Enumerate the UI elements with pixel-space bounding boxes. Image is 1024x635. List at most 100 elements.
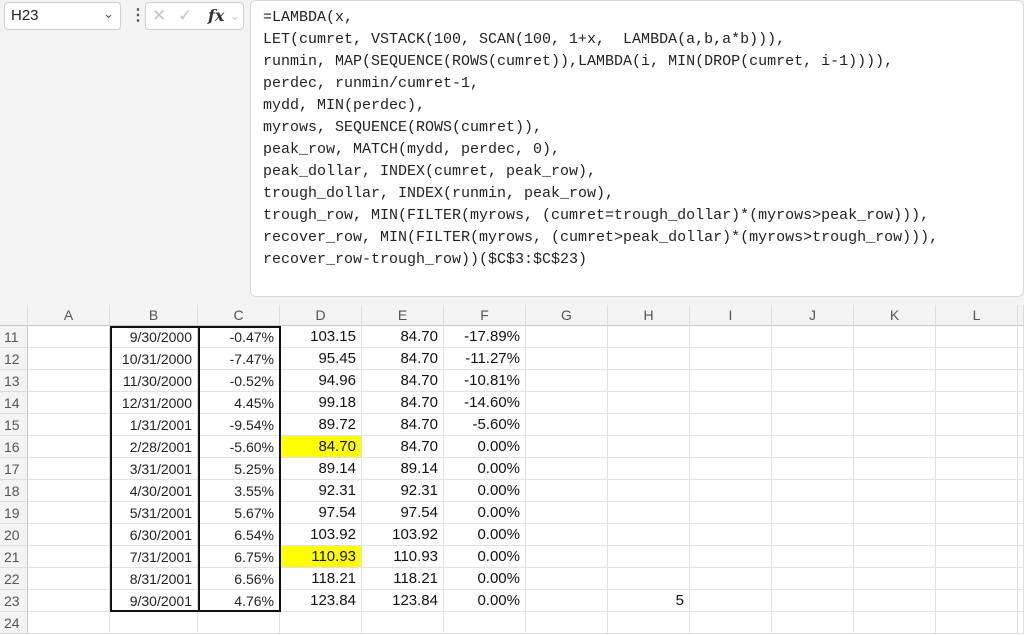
cell-A15[interactable]: [28, 414, 110, 436]
name-box[interactable]: H23 ⌄: [4, 2, 121, 30]
column-header-E[interactable]: E: [362, 305, 444, 326]
cell-I19[interactable]: [690, 502, 772, 524]
column-header-partial[interactable]: [1018, 305, 1024, 326]
row-header-20[interactable]: 20: [0, 524, 28, 546]
cell-I14[interactable]: [690, 392, 772, 414]
cell-A19[interactable]: [28, 502, 110, 524]
function-icon[interactable]: fx: [208, 6, 225, 25]
cell-A11[interactable]: [28, 326, 110, 348]
cell-H16[interactable]: [608, 436, 690, 458]
cell-H15[interactable]: [608, 414, 690, 436]
cell-F18[interactable]: 0.00%: [444, 480, 526, 502]
cell-D23[interactable]: 123.84: [280, 590, 362, 612]
cell-J18[interactable]: [772, 480, 854, 502]
cell-C20[interactable]: 6.54%: [198, 524, 280, 546]
cell-G15[interactable]: [526, 414, 608, 436]
cell-E18[interactable]: 92.31: [362, 480, 444, 502]
cell-A17[interactable]: [28, 458, 110, 480]
cell-C13[interactable]: -0.52%: [198, 370, 280, 392]
cell-E23[interactable]: 123.84: [362, 590, 444, 612]
cell-I24[interactable]: [690, 612, 772, 634]
cell-G12[interactable]: [526, 348, 608, 370]
cell-partial[interactable]: [1018, 502, 1024, 524]
column-header-G[interactable]: G: [526, 305, 608, 326]
cell-partial[interactable]: [1018, 568, 1024, 590]
cell-C21[interactable]: 6.75%: [198, 546, 280, 568]
cell-H12[interactable]: [608, 348, 690, 370]
cell-C12[interactable]: -7.47%: [198, 348, 280, 370]
chevron-down-icon[interactable]: ⌄: [230, 9, 241, 23]
cell-F14[interactable]: -14.60%: [444, 392, 526, 414]
cell-L15[interactable]: [936, 414, 1018, 436]
cell-I13[interactable]: [690, 370, 772, 392]
cell-H20[interactable]: [608, 524, 690, 546]
cell-E22[interactable]: 118.21: [362, 568, 444, 590]
cell-partial[interactable]: [1018, 348, 1024, 370]
column-header-J[interactable]: J: [772, 305, 854, 326]
cell-B11[interactable]: 9/30/2000: [110, 326, 198, 348]
cell-L21[interactable]: [936, 546, 1018, 568]
cell-K11[interactable]: [854, 326, 936, 348]
cell-J12[interactable]: [772, 348, 854, 370]
cell-J15[interactable]: [772, 414, 854, 436]
cell-J16[interactable]: [772, 436, 854, 458]
cell-F12[interactable]: -11.27%: [444, 348, 526, 370]
vertical-dots-icon[interactable]: ⋮: [130, 7, 146, 24]
cell-G19[interactable]: [526, 502, 608, 524]
cell-I20[interactable]: [690, 524, 772, 546]
cell-C19[interactable]: 5.67%: [198, 502, 280, 524]
cell-C22[interactable]: 6.56%: [198, 568, 280, 590]
cell-I16[interactable]: [690, 436, 772, 458]
cell-C16[interactable]: -5.60%: [198, 436, 280, 458]
cell-A22[interactable]: [28, 568, 110, 590]
cell-D16[interactable]: 84.70: [280, 436, 362, 458]
cell-A16[interactable]: [28, 436, 110, 458]
cell-B23[interactable]: 9/30/2001: [110, 590, 198, 612]
row-header-12[interactable]: 12: [0, 348, 28, 370]
cell-B14[interactable]: 12/31/2000: [110, 392, 198, 414]
cell-G23[interactable]: [526, 590, 608, 612]
cell-F24[interactable]: [444, 612, 526, 634]
cell-K18[interactable]: [854, 480, 936, 502]
cell-K17[interactable]: [854, 458, 936, 480]
cell-E19[interactable]: 97.54: [362, 502, 444, 524]
cell-partial[interactable]: [1018, 370, 1024, 392]
cell-partial[interactable]: [1018, 612, 1024, 634]
cell-G22[interactable]: [526, 568, 608, 590]
cell-H21[interactable]: [608, 546, 690, 568]
cell-H19[interactable]: [608, 502, 690, 524]
cell-A18[interactable]: [28, 480, 110, 502]
cell-L19[interactable]: [936, 502, 1018, 524]
cell-H24[interactable]: [608, 612, 690, 634]
cell-J20[interactable]: [772, 524, 854, 546]
cell-K24[interactable]: [854, 612, 936, 634]
cell-partial[interactable]: [1018, 590, 1024, 612]
cell-F16[interactable]: 0.00%: [444, 436, 526, 458]
column-header-K[interactable]: K: [854, 305, 936, 326]
cell-F22[interactable]: 0.00%: [444, 568, 526, 590]
cell-D21[interactable]: 110.93: [280, 546, 362, 568]
cell-G13[interactable]: [526, 370, 608, 392]
cell-D11[interactable]: 103.15: [280, 326, 362, 348]
cell-G11[interactable]: [526, 326, 608, 348]
cell-F13[interactable]: -10.81%: [444, 370, 526, 392]
cell-B18[interactable]: 4/30/2001: [110, 480, 198, 502]
cell-D19[interactable]: 97.54: [280, 502, 362, 524]
cell-L13[interactable]: [936, 370, 1018, 392]
row-header-16[interactable]: 16: [0, 436, 28, 458]
cell-J17[interactable]: [772, 458, 854, 480]
cell-L20[interactable]: [936, 524, 1018, 546]
cell-I17[interactable]: [690, 458, 772, 480]
cell-E13[interactable]: 84.70: [362, 370, 444, 392]
cell-F15[interactable]: -5.60%: [444, 414, 526, 436]
cell-E12[interactable]: 84.70: [362, 348, 444, 370]
cell-E24[interactable]: [362, 612, 444, 634]
cell-K12[interactable]: [854, 348, 936, 370]
cell-I21[interactable]: [690, 546, 772, 568]
cell-B17[interactable]: 3/31/2001: [110, 458, 198, 480]
cell-A24[interactable]: [28, 612, 110, 634]
cell-C14[interactable]: 4.45%: [198, 392, 280, 414]
cell-K22[interactable]: [854, 568, 936, 590]
cell-G18[interactable]: [526, 480, 608, 502]
cell-L17[interactable]: [936, 458, 1018, 480]
